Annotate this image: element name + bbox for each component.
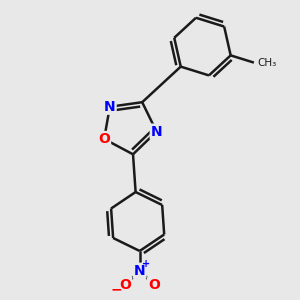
Text: O: O <box>98 132 110 146</box>
Text: N: N <box>151 124 162 139</box>
Text: −: − <box>110 283 122 297</box>
Text: CH₃: CH₃ <box>257 58 277 68</box>
Text: N: N <box>134 264 146 278</box>
Text: O: O <box>148 278 160 292</box>
Text: +: + <box>142 259 150 269</box>
Text: O: O <box>119 278 131 292</box>
Text: N: N <box>104 100 116 114</box>
